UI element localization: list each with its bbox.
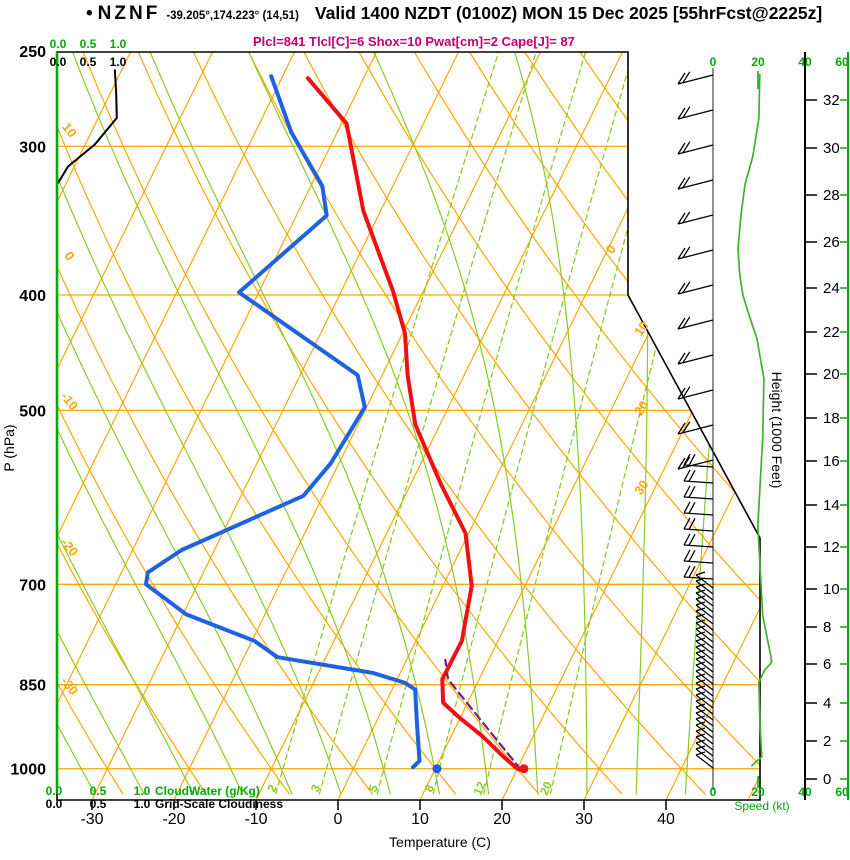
svg-text:30: 30 bbox=[631, 477, 652, 497]
cloud-scale-rows: 0.00.00.00.00.50.50.50.51.01.01.01.0Clou… bbox=[46, 37, 284, 811]
svg-text:3: 3 bbox=[308, 782, 324, 794]
svg-text:300: 300 bbox=[19, 139, 46, 156]
svg-text:1.0: 1.0 bbox=[110, 55, 127, 69]
svg-text:40: 40 bbox=[657, 811, 675, 828]
svg-text:0.5: 0.5 bbox=[80, 37, 97, 51]
svg-text:2: 2 bbox=[264, 782, 280, 794]
svg-text:0: 0 bbox=[823, 771, 831, 788]
svg-text:4: 4 bbox=[823, 695, 831, 712]
plot-frame bbox=[56, 51, 761, 801]
svg-text:P (hPa): P (hPa) bbox=[1, 424, 17, 471]
svg-text:0.0: 0.0 bbox=[46, 784, 63, 798]
svg-text:60: 60 bbox=[835, 785, 849, 799]
svg-text:0.5: 0.5 bbox=[80, 55, 97, 69]
wind-speed-curve bbox=[737, 73, 773, 767]
right-green-axis bbox=[840, 52, 849, 800]
svg-text:0.0: 0.0 bbox=[50, 37, 67, 51]
svg-text:-20: -20 bbox=[58, 535, 81, 559]
cloudiness-curve bbox=[57, 69, 118, 184]
surface-temperature-dot bbox=[519, 764, 529, 774]
svg-text:22: 22 bbox=[823, 324, 840, 341]
svg-text:-20: -20 bbox=[162, 811, 185, 828]
surface-dewpoint-dot bbox=[432, 764, 442, 774]
svg-text:20: 20 bbox=[537, 779, 555, 797]
svg-text:28: 28 bbox=[823, 187, 840, 204]
svg-text:12: 12 bbox=[823, 539, 840, 556]
svg-text:24: 24 bbox=[823, 280, 840, 297]
svg-text:10: 10 bbox=[823, 581, 840, 598]
svg-text:20: 20 bbox=[751, 55, 765, 69]
pressure-gridlines bbox=[57, 145, 760, 770]
svg-text:-30: -30 bbox=[80, 811, 103, 828]
mixing-ratio-lines bbox=[275, 52, 733, 795]
svg-text:10: 10 bbox=[59, 120, 80, 141]
svg-text:60: 60 bbox=[835, 55, 849, 69]
svg-text:6: 6 bbox=[823, 656, 831, 673]
svg-text:0: 0 bbox=[61, 248, 77, 263]
pressure-labels: 250 300 400 500 700 850 1000 bbox=[10, 44, 46, 779]
dry-adiabats bbox=[57, 52, 760, 795]
svg-text:0.0: 0.0 bbox=[46, 797, 63, 811]
station-coords: -39.205°,174.223° (14,51) bbox=[166, 10, 299, 22]
background-grid bbox=[57, 52, 760, 800]
pressure-axis-title: P (hPa) bbox=[1, 424, 17, 471]
temperature-curve bbox=[305, 76, 522, 772]
svg-text:0.0: 0.0 bbox=[50, 55, 67, 69]
svg-text:30: 30 bbox=[823, 140, 840, 157]
svg-text:-10: -10 bbox=[58, 389, 81, 413]
svg-text:5: 5 bbox=[365, 782, 381, 794]
station-bullet: • bbox=[86, 3, 93, 24]
svg-text:0: 0 bbox=[710, 785, 717, 799]
svg-text:10: 10 bbox=[631, 318, 652, 338]
svg-text:Height (1000 Feet): Height (1000 Feet) bbox=[769, 372, 785, 489]
moist-adiabats bbox=[57, 52, 736, 795]
svg-text:Temperature (C): Temperature (C) bbox=[389, 834, 491, 850]
svg-text:1.0: 1.0 bbox=[134, 797, 151, 811]
profiles bbox=[57, 69, 529, 774]
svg-text:850: 850 bbox=[19, 678, 46, 695]
svg-text:0.5: 0.5 bbox=[90, 784, 107, 798]
stability-indices: Plcl=841 Tlcl[C]=6 Shox=10 Pwat[cm]=2 Ca… bbox=[253, 34, 575, 49]
svg-text:1.0: 1.0 bbox=[110, 37, 127, 51]
svg-text:1000: 1000 bbox=[10, 762, 46, 779]
svg-text:0: 0 bbox=[334, 811, 343, 828]
svg-text:20: 20 bbox=[823, 366, 840, 383]
svg-text:32: 32 bbox=[823, 92, 840, 109]
temperature-axis: -30 -20 -10 0 10 20 30 40 Temperature (C) bbox=[80, 800, 675, 850]
svg-text:250: 250 bbox=[19, 44, 46, 61]
svg-text:2: 2 bbox=[823, 733, 831, 750]
chart-title: • NZNF -39.205°,174.223° (14,51) Valid 1400… bbox=[86, 3, 822, 25]
svg-text:16: 16 bbox=[823, 453, 840, 470]
svg-text:Grid-Scale Cloudiness: Grid-Scale Cloudiness bbox=[155, 797, 283, 811]
svg-text:8: 8 bbox=[823, 619, 831, 636]
dewpoint-curve bbox=[144, 74, 422, 770]
svg-text:1.0: 1.0 bbox=[134, 784, 151, 798]
wind-barbs bbox=[677, 68, 714, 790]
svg-text:CloudWater (g/Kg): CloudWater (g/Kg) bbox=[155, 784, 260, 798]
svg-text:20: 20 bbox=[751, 785, 765, 799]
svg-text:0.5: 0.5 bbox=[90, 797, 107, 811]
svg-text:700: 700 bbox=[19, 577, 46, 594]
svg-text:30: 30 bbox=[575, 811, 593, 828]
svg-text:0: 0 bbox=[710, 55, 717, 69]
svg-text:10: 10 bbox=[411, 811, 429, 828]
svg-text:20: 20 bbox=[493, 811, 511, 828]
svg-text:400: 400 bbox=[19, 288, 46, 305]
station-name: NZNF bbox=[97, 3, 161, 24]
svg-text:14: 14 bbox=[823, 497, 840, 514]
valid-time: Valid 1400 NZDT (0100Z) MON 15 Dec 2025 … bbox=[314, 3, 823, 23]
svg-text:26: 26 bbox=[823, 234, 840, 251]
svg-text:-10: -10 bbox=[244, 811, 267, 828]
svg-text:500: 500 bbox=[19, 403, 46, 420]
mixing-ratio-labels: 2 3 5 8 12 20 bbox=[264, 779, 555, 797]
svg-text:18: 18 bbox=[823, 410, 840, 427]
svg-text:12: 12 bbox=[470, 779, 488, 797]
svg-text:Speed (kt): Speed (kt) bbox=[734, 799, 789, 813]
svg-text:20: 20 bbox=[631, 398, 652, 418]
